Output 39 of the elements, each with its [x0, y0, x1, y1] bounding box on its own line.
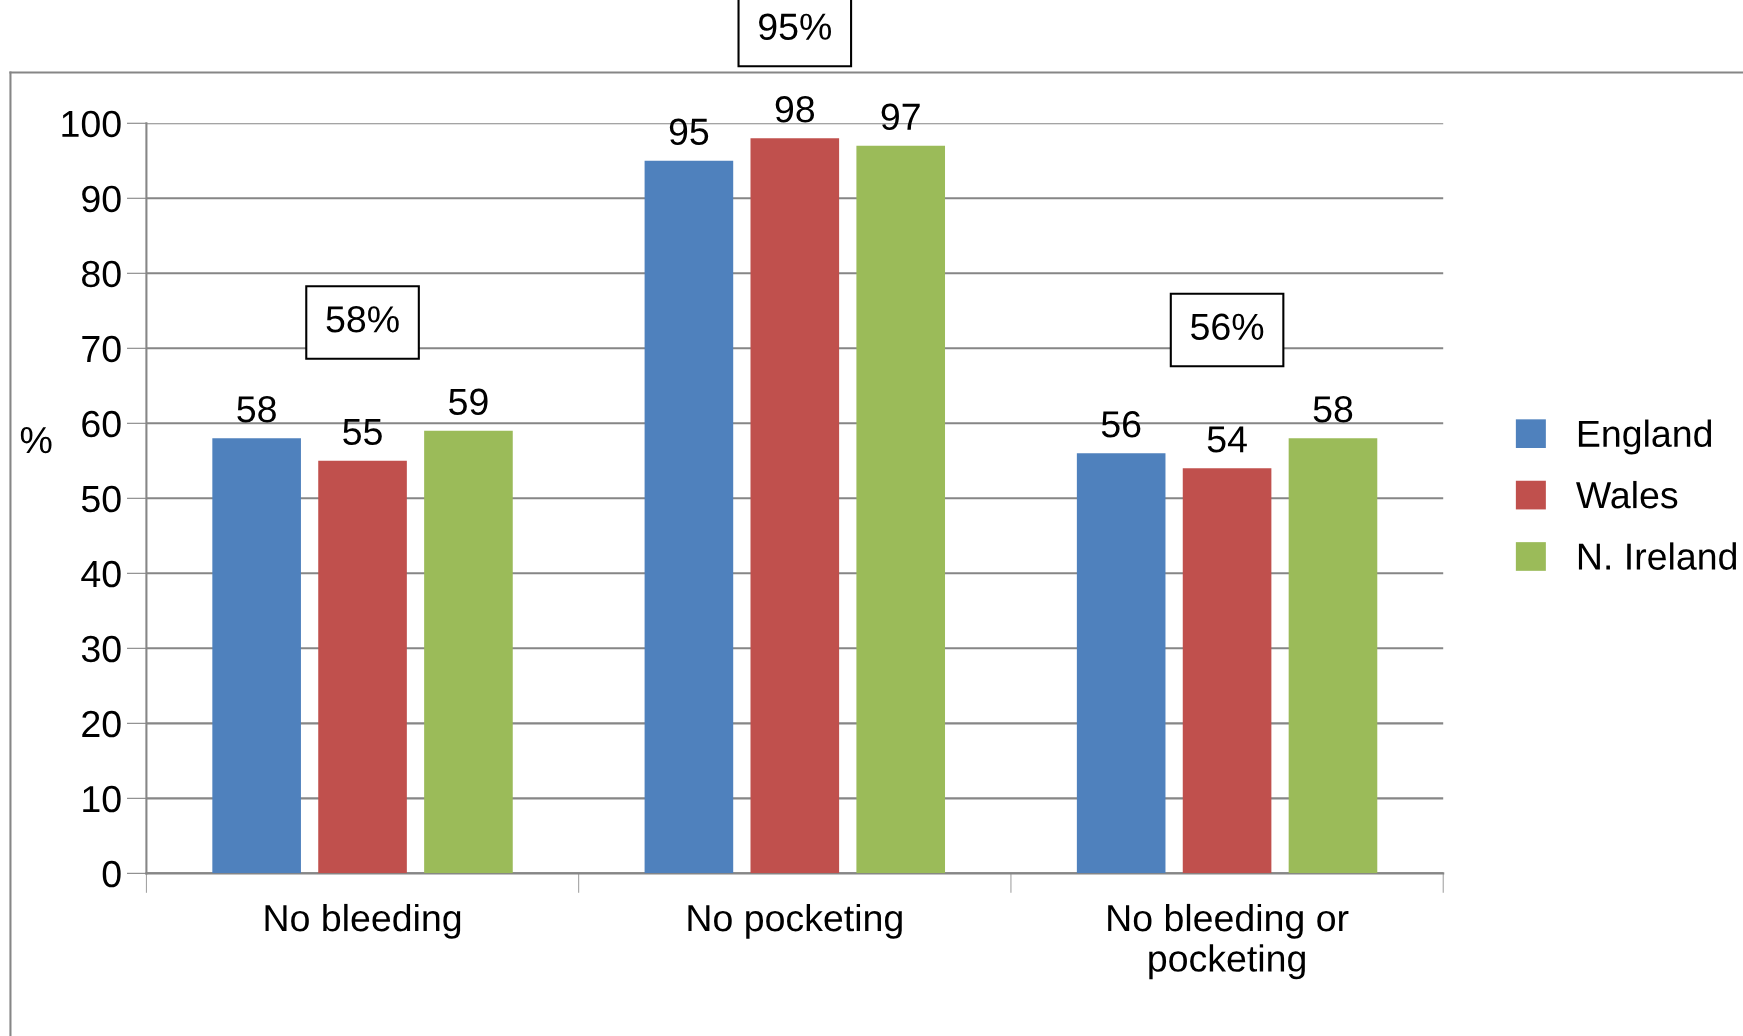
legend-label: Wales — [1576, 480, 1678, 509]
bar — [1182, 468, 1272, 874]
y-axis-title: % — [20, 427, 52, 454]
annotation: 56% — [1191, 313, 1264, 341]
y-tick-label: 20 — [82, 710, 121, 738]
bar — [1288, 438, 1378, 874]
bar — [424, 430, 513, 874]
x-tick-label: No bleeding — [265, 903, 461, 939]
data-label: 54 — [1207, 426, 1247, 453]
x-tick-label: No bleeding or pocketing — [1108, 903, 1349, 980]
y-tick-label: 80 — [82, 260, 121, 288]
data-label: 95 — [669, 118, 709, 146]
data-label: 58 — [1313, 396, 1353, 423]
legend-label: N. Ireland — [1578, 542, 1737, 570]
y-tick-label: 100 — [62, 110, 121, 138]
legend-label: England — [1578, 419, 1712, 455]
bar — [644, 160, 734, 874]
bar — [318, 460, 407, 874]
text: 95% — [759, 13, 831, 41]
y-tick-label: 0 — [102, 860, 121, 888]
y-tick-label: 10 — [83, 785, 121, 813]
x-tick-label: No pocketing — [688, 903, 902, 939]
annotation: 58% — [326, 305, 399, 333]
y-tick-label: 90 — [82, 185, 121, 213]
y-tick-label: 70 — [82, 335, 121, 363]
data-label: 97 — [881, 103, 920, 131]
bar — [750, 138, 840, 874]
data-label: 59 — [449, 388, 488, 416]
bar — [856, 145, 946, 874]
bar — [1076, 453, 1166, 874]
data-label: 55 — [343, 418, 382, 446]
y-tick-label: 40 — [81, 560, 121, 588]
bar — [212, 438, 301, 874]
data-label: 58 — [237, 396, 276, 423]
y-tick-label: 50 — [81, 485, 121, 513]
data-label: 56 — [1101, 411, 1141, 438]
data-label: 98 — [775, 95, 815, 123]
y-tick-label: 30 — [81, 635, 121, 663]
y-tick-label: 60 — [82, 410, 121, 438]
